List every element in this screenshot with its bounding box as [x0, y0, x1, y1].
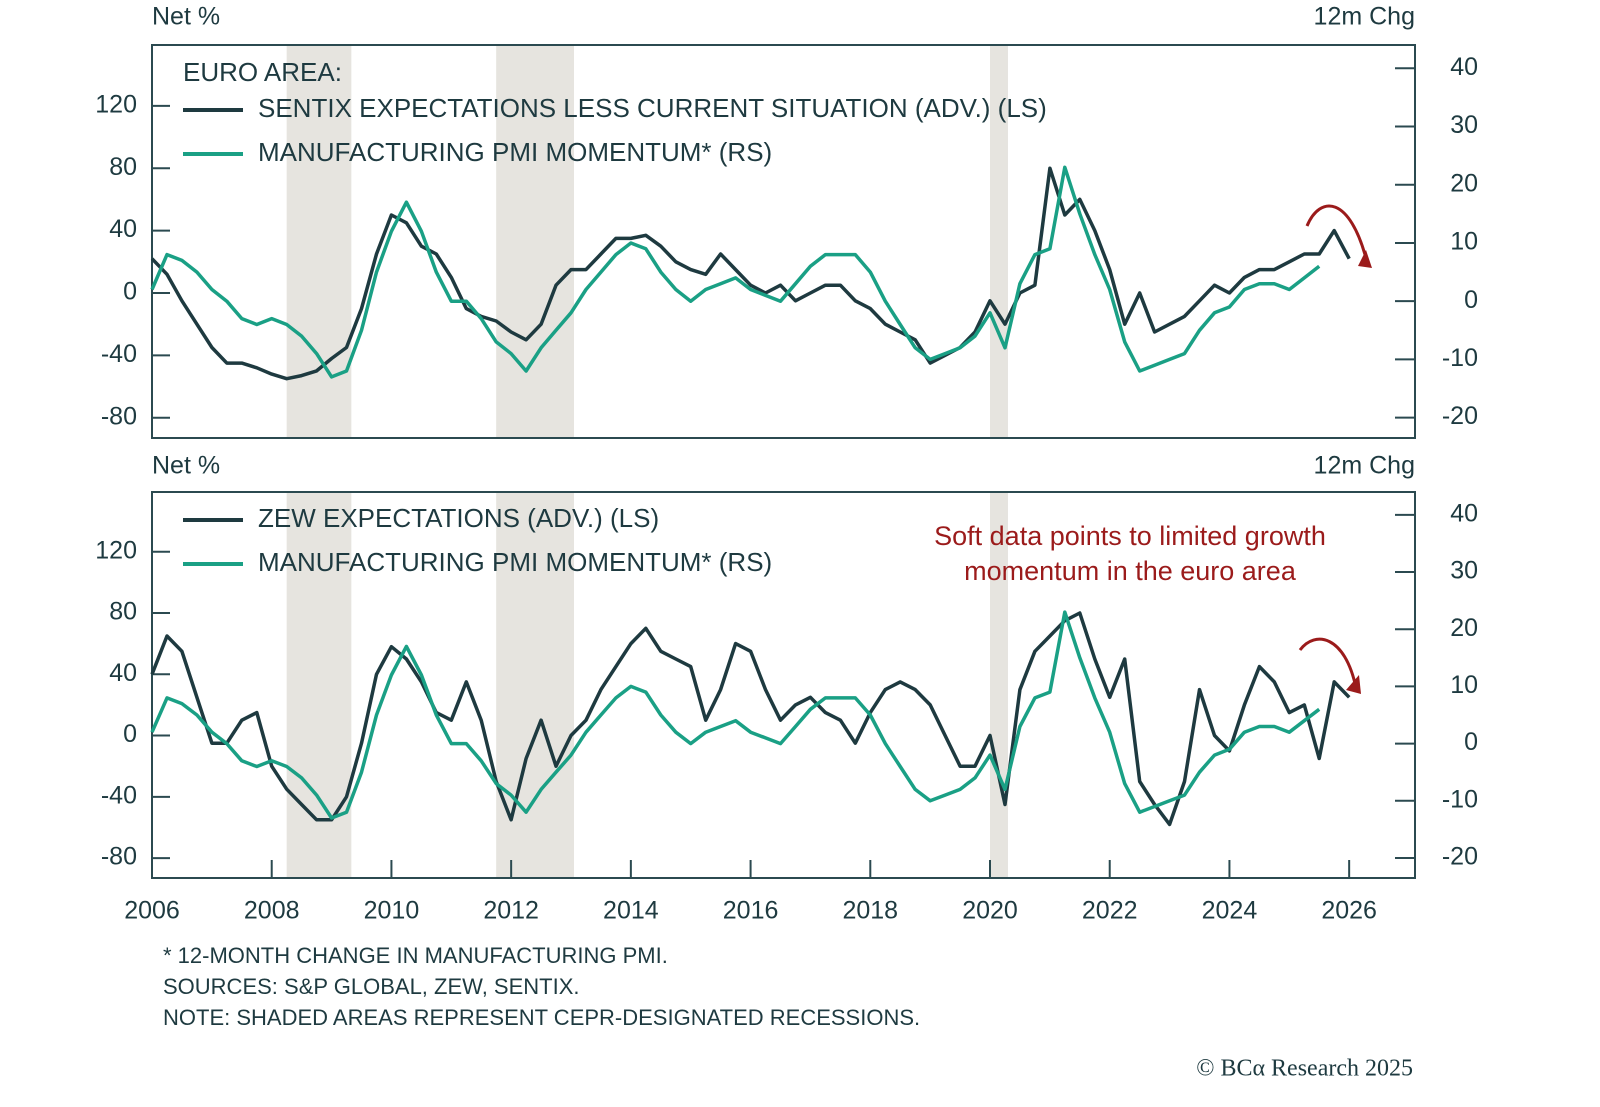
series-line [150, 166, 1351, 381]
y2-tick-label: -20 [1442, 843, 1478, 871]
y-axis-label: Net % [152, 3, 220, 31]
x-tick-label: 2024 [1202, 897, 1258, 925]
y-tick-label: -40 [101, 781, 137, 809]
y2-axis-label: 12m Chg [1314, 3, 1415, 31]
legend-label: ZEW EXPECTATIONS (ADV.) (LS) [258, 503, 659, 533]
y-tick-label: 40 [109, 215, 137, 243]
y2-tick-label: 30 [1450, 557, 1478, 585]
y2-tick-label: 30 [1450, 111, 1478, 139]
y-tick-label: -40 [101, 340, 137, 368]
y2-tick-label: 20 [1450, 169, 1478, 197]
y-tick-label: 120 [95, 90, 137, 118]
y-axis-label: Net % [152, 452, 220, 480]
y2-tick-label: 10 [1450, 228, 1478, 256]
series-line [150, 165, 1321, 379]
x-tick-label: 2026 [1321, 897, 1377, 925]
credit: © BCα Research 2025 [1196, 1056, 1413, 1082]
recession-band [990, 45, 1008, 438]
y2-tick-label: -10 [1442, 785, 1478, 813]
legend-title: EURO AREA: [183, 57, 342, 87]
y2-tick-label: 10 [1450, 671, 1478, 699]
x-tick-label: 2006 [124, 897, 180, 925]
y2-tick-label: 40 [1450, 499, 1478, 527]
legend-label: MANUFACTURING PMI MOMENTUM* (RS) [258, 547, 772, 577]
x-tick-label: 2012 [483, 897, 539, 925]
y-tick-label: 120 [95, 536, 137, 564]
x-tick-label: 2016 [723, 897, 779, 925]
series-line [150, 611, 1351, 827]
arrowhead [1346, 675, 1361, 694]
footnote: SOURCES: S&P GLOBAL, ZEW, SENTIX. [163, 974, 580, 999]
arrow [1305, 204, 1369, 263]
y2-tick-label: -20 [1442, 402, 1478, 430]
arrowhead [1358, 250, 1372, 268]
y-tick-label: -80 [101, 402, 137, 430]
plot-frame [151, 491, 1416, 879]
y-tick-label: 40 [109, 659, 137, 687]
x-tick-label: 2022 [1082, 897, 1138, 925]
x-tick-label: 2018 [842, 897, 898, 925]
annotation: Soft data points to limited growth [934, 521, 1326, 551]
recession-band [990, 492, 1008, 878]
legend-label: SENTIX EXPECTATIONS LESS CURRENT SITUATI… [258, 93, 1047, 123]
legend-label: MANUFACTURING PMI MOMENTUM* (RS) [258, 137, 772, 167]
y2-tick-label: 40 [1450, 53, 1478, 81]
series-line [150, 610, 1321, 820]
arrow [1298, 637, 1358, 689]
y2-tick-label: 0 [1464, 286, 1478, 314]
recession-band [496, 45, 574, 438]
annotation: momentum in the euro area [964, 556, 1297, 586]
footnote: * 12-MONTH CHANGE IN MANUFACTURING PMI. [163, 943, 668, 968]
y-tick-label: 0 [123, 720, 137, 748]
x-tick-label: 2010 [364, 897, 420, 925]
plot-frame [151, 44, 1416, 439]
foreground-layer: Net % 12m Chg -80 -40 0 40 80 120 -20 -10 0 10 20 30 4… [95, 3, 1478, 1082]
y2-tick-label: -10 [1442, 344, 1478, 372]
y2-tick-label: 20 [1450, 614, 1478, 642]
y2-axis-label: 12m Chg [1314, 452, 1415, 480]
y-tick-label: 80 [109, 598, 137, 626]
y-tick-label: 0 [123, 278, 137, 306]
footnote: NOTE: SHADED AREAS REPRESENT CEPR-DESIGN… [163, 1005, 920, 1030]
x-tick-label: 2014 [603, 897, 659, 925]
x-tick-label: 2008 [244, 897, 300, 925]
y2-tick-label: 0 [1464, 728, 1478, 756]
y-tick-label: 80 [109, 153, 137, 181]
x-tick-label: 2020 [962, 897, 1018, 925]
y-tick-label: -80 [101, 843, 137, 871]
background-layer [286, 45, 1008, 878]
